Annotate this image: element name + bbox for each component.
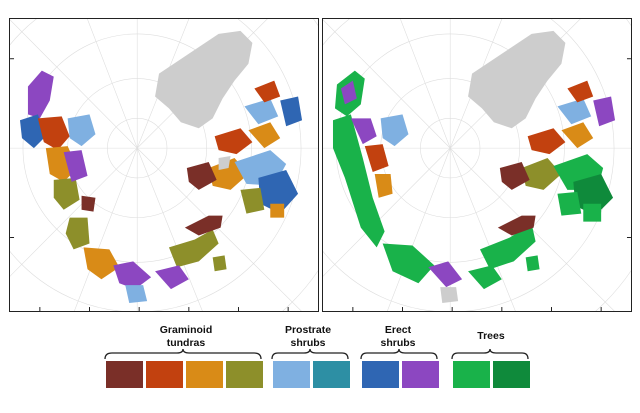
vegetation-classes-right	[332, 70, 616, 304]
tick-marks	[10, 58, 289, 311]
brace-graminoid	[104, 348, 262, 360]
brace-prostrate	[271, 348, 349, 360]
legend-swatch	[493, 361, 530, 388]
legend-swatch	[226, 361, 263, 388]
legend-swatch	[186, 361, 223, 388]
legend-label-trees: Trees	[477, 330, 505, 342]
left-map-panel	[9, 18, 319, 312]
brace-erect	[360, 348, 438, 360]
legend-swatch	[273, 361, 310, 388]
right-map	[323, 19, 631, 311]
greenland-ice	[468, 30, 566, 129]
legend-label-graminoid: Graminoid tundras	[159, 324, 213, 349]
legend-swatch	[313, 361, 350, 388]
legend-swatch	[146, 361, 183, 388]
legend-label-prostrate: Prostrate shrubs	[284, 324, 332, 349]
greenland-ice	[155, 30, 253, 129]
right-map-panel	[322, 18, 632, 312]
legend-swatch	[106, 361, 143, 388]
legend-swatch	[453, 361, 490, 388]
vegetation-classes-left	[19, 70, 303, 304]
legend-label-erect: Erect shrubs	[380, 324, 416, 349]
legend-swatch	[402, 361, 439, 388]
brace-trees	[451, 348, 529, 360]
legend-swatch	[362, 361, 399, 388]
left-map	[10, 19, 318, 311]
tick-marks	[352, 58, 631, 311]
